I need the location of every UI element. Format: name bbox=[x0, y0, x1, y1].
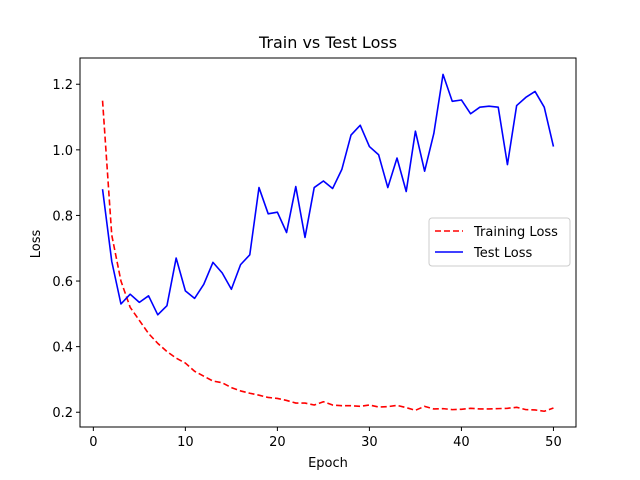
x-tick-label: 20 bbox=[269, 435, 286, 450]
plot-area-frame bbox=[79, 57, 577, 428]
x-tick-label: 0 bbox=[89, 435, 97, 450]
legend-box bbox=[428, 217, 571, 267]
x-axis-ticks: 0 10 20 30 40 50 bbox=[89, 427, 562, 450]
y-axis-label: Loss bbox=[29, 230, 44, 259]
x-tick-label: 10 bbox=[177, 435, 194, 450]
x-axis-label: Epoch bbox=[308, 456, 348, 471]
legend-label: Test Loss bbox=[473, 246, 532, 261]
legend: Training Loss Test Loss bbox=[428, 217, 571, 267]
x-tick-label: 30 bbox=[361, 435, 378, 450]
x-tick-label: 40 bbox=[453, 435, 470, 450]
y-tick-label: 0.4 bbox=[52, 341, 73, 356]
plot-lines bbox=[101, 73, 555, 413]
y-axis-ticks: 0.2 0.4 0.6 0.8 1.0 1.2 bbox=[52, 78, 80, 421]
chart-title: Train vs Test Loss bbox=[258, 33, 397, 52]
y-tick-label: 0.8 bbox=[52, 209, 73, 224]
y-tick-label: 1.2 bbox=[52, 78, 73, 93]
y-tick-label: 0.6 bbox=[52, 275, 73, 290]
y-tick-label: 1.0 bbox=[52, 144, 73, 159]
series-line-test-loss bbox=[101, 73, 555, 316]
legend-label: Training Loss bbox=[473, 225, 558, 240]
y-tick-label: 0.2 bbox=[52, 406, 73, 421]
x-tick-label: 50 bbox=[545, 435, 562, 450]
series-line-training-loss bbox=[101, 100, 554, 413]
